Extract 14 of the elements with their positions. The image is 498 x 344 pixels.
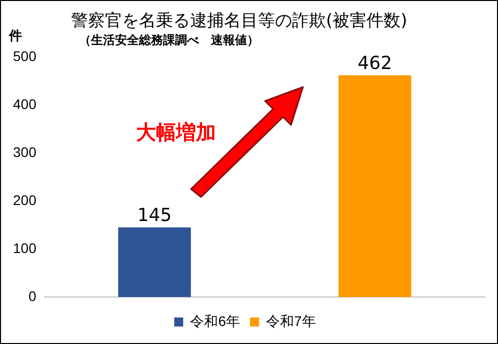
chart-title: 警察官を名乗る逮捕名目等の詐欺(被害件数)	[71, 10, 408, 32]
data-label: 145	[137, 205, 172, 226]
y-tick-label: 500	[13, 48, 37, 64]
y-tick-label: 0	[28, 288, 37, 304]
y-tick-label: 200	[13, 192, 37, 208]
chart-subtitle: （生活安全総務課調べ 速報値）	[79, 32, 259, 49]
y-tick-label: 300	[13, 144, 37, 160]
annotation: 大幅増加	[136, 119, 216, 146]
legend-label: 令和6年	[190, 312, 240, 329]
legend-label: 令和7年	[266, 312, 316, 329]
y-axis-title: 件	[9, 28, 22, 45]
y-tick-label: 100	[13, 240, 37, 256]
y-tick-label: 400	[13, 96, 37, 112]
data-label: 462	[358, 52, 392, 74]
